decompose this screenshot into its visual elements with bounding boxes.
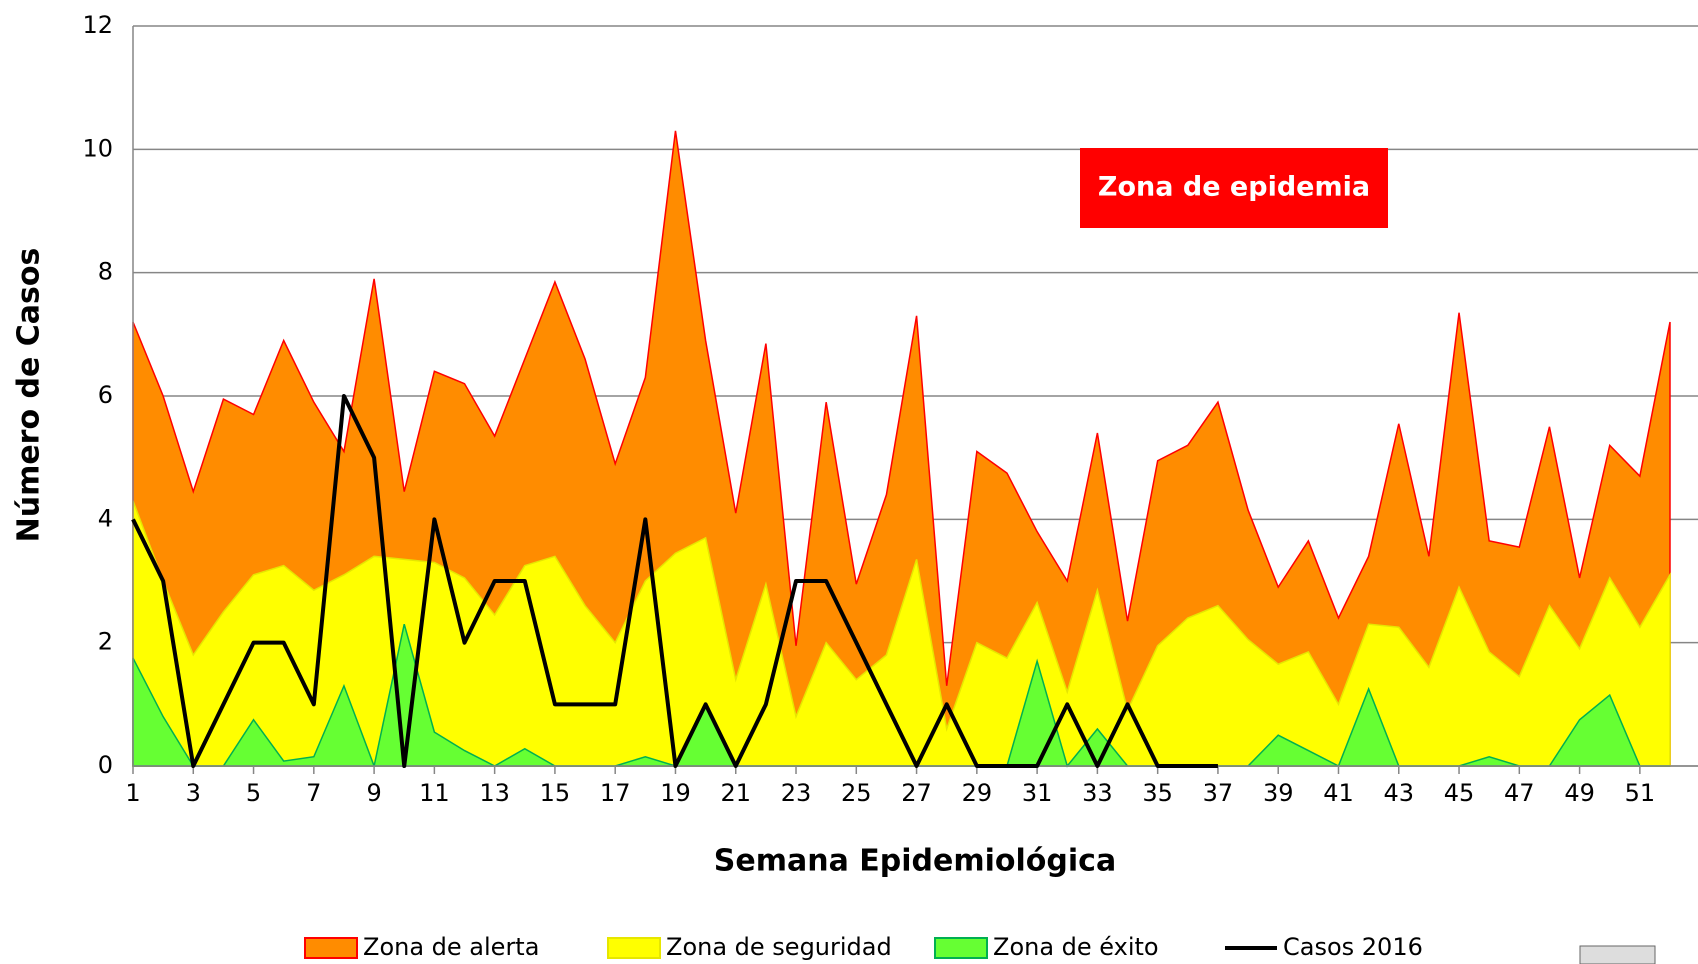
area [132, 500, 1671, 767]
x-tick-label: 15 [540, 779, 571, 807]
x-tick-label: 5 [246, 779, 261, 807]
legend-label: Zona de alerta [363, 933, 539, 961]
x-tick-label: 47 [1504, 779, 1535, 807]
legend-swatch [304, 937, 358, 959]
x-tick-label: 41 [1323, 779, 1354, 807]
x-tick-label: 39 [1263, 779, 1294, 807]
y-tick-label: 8 [98, 258, 113, 286]
legend-swatch [607, 937, 661, 959]
annotation: Zona de epidemia [1098, 172, 1370, 203]
x-tick-label: 51 [1625, 779, 1656, 807]
x-tick-label: 31 [1022, 779, 1053, 807]
legend-label: Zona de seguridad [666, 933, 892, 961]
x-axis-title: Semana Epidemiológica [714, 844, 1116, 879]
annotation-box [1080, 148, 1388, 228]
y-tick-label: 0 [98, 751, 113, 779]
y-tick-label: 12 [82, 11, 113, 39]
x-tick-label: 21 [720, 779, 751, 807]
y-tick-label: 4 [98, 504, 113, 532]
x-tick-label: 1 [125, 779, 140, 807]
y-tick-label: 2 [98, 628, 113, 656]
y-axis-title: Número de Casos [12, 248, 47, 543]
x-tick-label: 37 [1203, 779, 1234, 807]
legend-label: Zona de éxito [993, 933, 1159, 961]
legend: Zona de alerta Zona de seguridad Zona de é… [304, 933, 1423, 961]
x-tick-label: 13 [479, 779, 510, 807]
y-tick-label: 6 [98, 381, 113, 409]
x-tick-label: 3 [186, 779, 201, 807]
x-tick-label: 45 [1444, 779, 1475, 807]
x-tick-label: 7 [306, 779, 321, 807]
x-tick-label: 43 [1383, 779, 1414, 807]
legend-label: Casos 2016 [1283, 933, 1423, 961]
x-tick-label: 23 [781, 779, 812, 807]
x-tick-label: 33 [1082, 779, 1113, 807]
x-tick-label: 25 [841, 779, 872, 807]
x-tick-label: 49 [1564, 779, 1595, 807]
x-tick-label: 27 [901, 779, 932, 807]
logo [1579, 945, 1656, 964]
y-tick-label: 10 [82, 134, 113, 162]
x-tick-label: 9 [366, 779, 381, 807]
x-tick-label: 35 [1142, 779, 1173, 807]
line [131, 394, 1218, 768]
x-tick-label: 17 [600, 779, 631, 807]
x-tick-label: 29 [962, 779, 993, 807]
x-tick-label: 11 [419, 779, 450, 807]
x-tick-label: 19 [660, 779, 691, 807]
legend-swatch [934, 937, 988, 959]
